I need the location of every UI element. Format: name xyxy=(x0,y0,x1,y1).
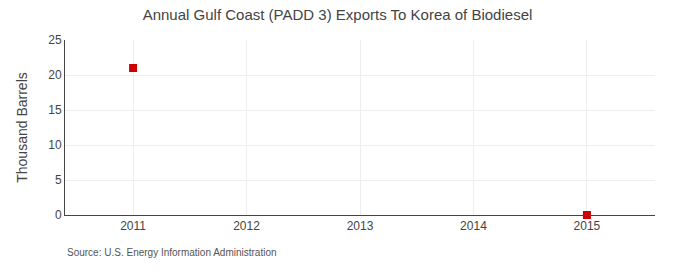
svg-text:25: 25 xyxy=(48,33,62,47)
svg-text:5: 5 xyxy=(55,173,62,187)
svg-text:Thousand Barrels: Thousand Barrels xyxy=(14,72,30,183)
svg-text:2012: 2012 xyxy=(233,219,260,233)
svg-text:Source: U.S. Energy Informatio: Source: U.S. Energy Information Administ… xyxy=(67,247,277,258)
svg-text:Annual Gulf Coast (PADD 3) Exp: Annual Gulf Coast (PADD 3) Exports To Ko… xyxy=(143,6,533,23)
svg-text:15: 15 xyxy=(48,103,62,117)
svg-text:0: 0 xyxy=(55,208,62,222)
svg-text:20: 20 xyxy=(48,68,62,82)
svg-text:10: 10 xyxy=(48,138,62,152)
svg-text:2014: 2014 xyxy=(460,219,487,233)
svg-text:2011: 2011 xyxy=(120,219,146,233)
svg-text:2015: 2015 xyxy=(574,219,601,233)
svg-text:2013: 2013 xyxy=(347,219,374,233)
